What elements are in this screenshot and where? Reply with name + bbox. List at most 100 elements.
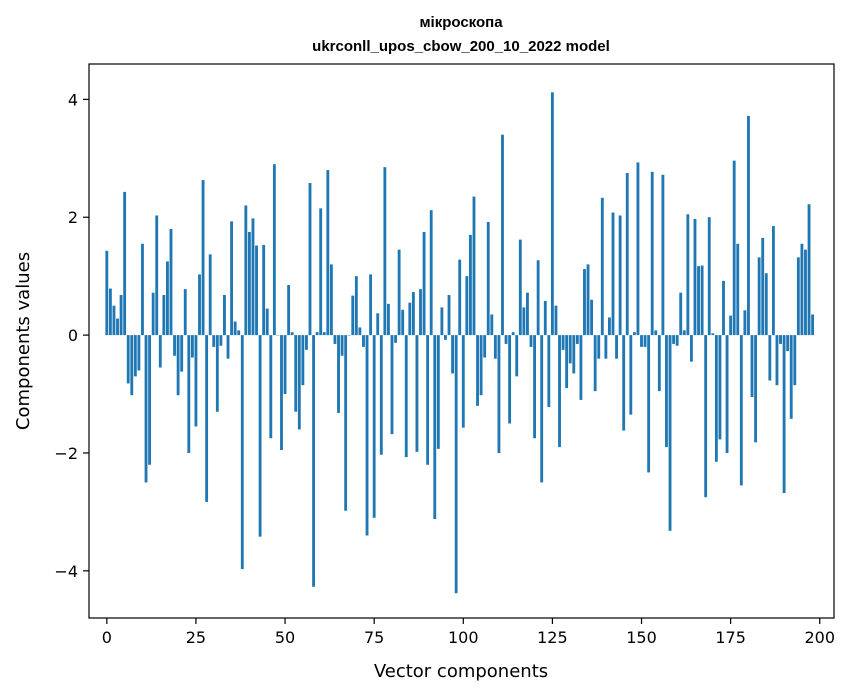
bar-53 [294, 335, 298, 412]
bar-5 [123, 191, 127, 336]
bar-132 [575, 335, 579, 344]
bar-143 [615, 335, 618, 359]
bar-84 [404, 335, 408, 458]
bar-153 [650, 171, 654, 336]
plot-frame [88, 63, 835, 619]
bar-19 [173, 335, 176, 356]
bar-40 [247, 231, 251, 336]
bar-125 [550, 92, 554, 336]
bar-1 [108, 288, 112, 336]
bar-107 [486, 221, 490, 336]
bar-182 [754, 335, 758, 443]
bar-95 [444, 335, 447, 340]
y-tick-label: 0 [68, 326, 78, 345]
bar-184 [761, 237, 765, 336]
bar-65 [337, 335, 340, 413]
bar-47 [272, 164, 276, 336]
bar-180 [747, 115, 750, 336]
bar-122 [540, 335, 544, 483]
bar-34 [226, 335, 230, 359]
bar-141 [608, 317, 611, 336]
x-tick-label: 150 [626, 628, 657, 647]
bar-73 [365, 335, 369, 536]
x-tick-label: 200 [804, 628, 835, 647]
bar-169 [707, 217, 711, 336]
bar-116 [518, 239, 522, 336]
bar-70 [354, 276, 358, 336]
bar-109 [493, 335, 497, 359]
bar-160 [675, 335, 679, 346]
bar-130 [568, 335, 572, 364]
bar-59 [315, 332, 319, 336]
bar-145 [622, 335, 626, 431]
bar-83 [401, 309, 405, 336]
bar-86 [411, 292, 415, 336]
bar-134 [583, 269, 586, 336]
bar-106 [483, 335, 487, 358]
bar-189 [779, 335, 782, 344]
bar-166 [697, 266, 700, 336]
bar-27 [201, 180, 205, 336]
bar-10 [141, 243, 144, 336]
y-tick-label: −4 [54, 562, 78, 581]
bar-7 [130, 335, 134, 396]
bar-178 [739, 335, 743, 486]
bar-92 [433, 335, 437, 519]
bar-151 [643, 335, 647, 347]
bar-115 [515, 335, 519, 377]
bar-168 [704, 335, 708, 498]
bar-46 [269, 335, 273, 439]
bar-164 [689, 335, 693, 362]
bar-156 [661, 174, 665, 336]
bar-20 [176, 335, 180, 396]
bar-80 [390, 335, 394, 435]
bar-35 [230, 221, 234, 336]
y-tick-label: 2 [68, 208, 78, 227]
bar-135 [586, 264, 590, 336]
bar-133 [579, 335, 583, 400]
bar-77 [379, 335, 383, 455]
bar-60 [319, 208, 323, 336]
bar-129 [565, 335, 569, 389]
bar-157 [665, 335, 668, 448]
bar-90 [426, 335, 430, 465]
bars-group [105, 92, 815, 594]
bar-196 [804, 249, 807, 336]
bar-93 [436, 335, 440, 449]
bar-97 [451, 335, 455, 374]
bar-183 [757, 257, 761, 336]
bar-190 [782, 335, 786, 494]
bar-51 [287, 285, 291, 336]
y-tick-label: −2 [54, 444, 78, 463]
bar-138 [597, 335, 601, 359]
bar-162 [682, 330, 686, 336]
bar-179 [743, 310, 747, 336]
bar-79 [387, 303, 390, 336]
bar-24 [190, 335, 194, 358]
bar-72 [362, 335, 365, 347]
bar-171 [714, 335, 718, 462]
chart-title: мікроскопа ukrconll_upos_cbow_200_10_202… [312, 14, 610, 55]
bar-186 [768, 335, 772, 381]
bar-81 [394, 335, 397, 343]
bar-163 [686, 214, 690, 336]
bar-118 [526, 292, 529, 336]
bar-32 [219, 335, 223, 346]
bar-26 [198, 274, 201, 336]
bar-78 [383, 167, 387, 336]
bar-33 [223, 295, 226, 336]
bar-67 [344, 335, 348, 511]
bar-50 [283, 335, 287, 395]
bar-152 [647, 335, 651, 473]
x-tick-label: 75 [364, 628, 384, 647]
bar-137 [593, 335, 597, 392]
bar-167 [700, 265, 704, 336]
bar-192 [789, 335, 793, 419]
bar-66 [340, 335, 344, 356]
bar-100 [461, 335, 465, 428]
bar-155 [657, 335, 661, 392]
bar-29 [208, 254, 212, 336]
bar-57 [308, 183, 312, 336]
bar-126 [554, 305, 558, 336]
